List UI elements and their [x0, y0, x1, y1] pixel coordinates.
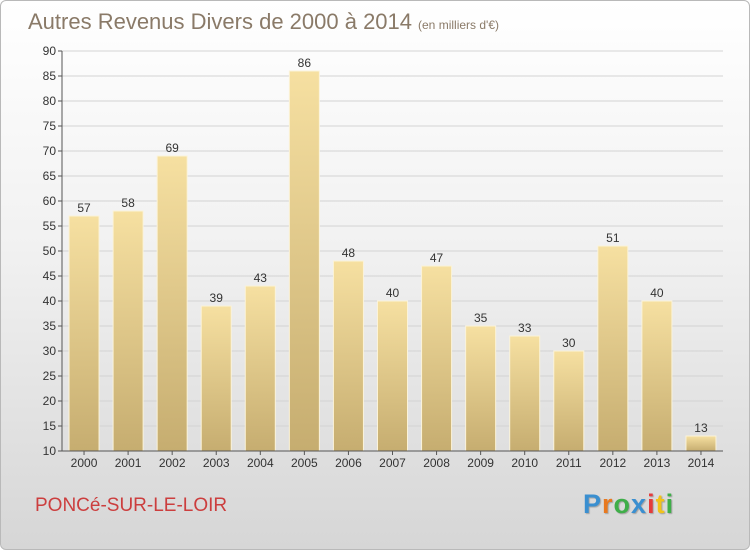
logo-letter: i: [665, 489, 675, 519]
x-tick-label: 2014: [688, 456, 715, 470]
x-tick-label: 2006: [335, 456, 362, 470]
logo-letter: x: [631, 489, 648, 519]
x-tick-label: 2013: [644, 456, 671, 470]
data-label: 69: [165, 141, 179, 155]
bar: [685, 435, 717, 452]
bars: 57 58 69 39 43 86 48 40 47 35 33 30 51 40 13: [68, 56, 717, 452]
bar: [509, 335, 541, 452]
data-label: 40: [386, 286, 400, 300]
chart-subtitle: (en milliers d'€): [418, 18, 499, 32]
bar: [112, 210, 144, 452]
y-tick-label: 90: [43, 44, 57, 58]
y-tick-label: 30: [43, 344, 57, 358]
bar: [156, 155, 188, 452]
axes: 10 15 20 25 30 35 40 45 50 55 60 65 70 75 80 85 90 2000 20…: [43, 44, 723, 470]
y-tick-label: 50: [43, 244, 57, 258]
y-tick-label: 10: [43, 444, 57, 458]
x-tick-label: 2004: [247, 456, 274, 470]
data-label: 48: [342, 246, 356, 260]
y-tick-label: 25: [43, 369, 57, 383]
x-tick-label: 2008: [423, 456, 450, 470]
x-tick-label: 2000: [71, 456, 98, 470]
y-tick-label: 20: [43, 394, 57, 408]
y-tick-label: 45: [43, 269, 57, 283]
logo-letter: o: [613, 489, 632, 519]
commune-name: PONCé-SUR-LE-LOIR: [35, 495, 228, 516]
y-tick-label: 70: [43, 144, 57, 158]
y-tick-label: 75: [43, 119, 57, 133]
data-label: 57: [77, 201, 91, 215]
bar: [597, 245, 629, 452]
bar: [377, 300, 408, 452]
x-tick-label: 2012: [599, 456, 626, 470]
x-tick-label: 2005: [291, 456, 318, 470]
logo-letter: r: [602, 489, 614, 519]
logo-letter: i: [647, 489, 656, 519]
bar: [465, 325, 497, 452]
x-tick-label: 2001: [115, 456, 142, 470]
y-tick-label: 85: [43, 69, 57, 83]
chart-title: Autres Revenus Divers de 2000 à 2014 (en …: [28, 9, 499, 35]
bar: [288, 70, 320, 452]
y-tick-label: 80: [43, 94, 57, 108]
x-tick-label: 2011: [556, 456, 582, 470]
data-label: 43: [254, 271, 268, 285]
bar: [68, 215, 100, 452]
x-tick-label: 2009: [467, 456, 494, 470]
data-label: 86: [298, 56, 312, 70]
y-tick-label: 15: [43, 419, 57, 433]
y-tick-label: 55: [43, 219, 57, 233]
bar: [332, 260, 364, 452]
y-tick-label: 60: [43, 194, 57, 208]
data-label: 51: [606, 231, 620, 245]
data-label: 58: [121, 196, 135, 210]
bar: [641, 300, 673, 452]
x-tick-label: 2003: [203, 456, 230, 470]
bar: [200, 305, 232, 452]
chart-title-text: Autres Revenus Divers de 2000 à 2014: [28, 9, 413, 34]
data-label: 35: [474, 311, 488, 325]
logo-letter: t: [655, 489, 666, 519]
bar: [553, 350, 585, 452]
y-tick-label: 65: [43, 169, 57, 183]
data-label: 39: [210, 291, 224, 305]
y-tick-label: 40: [43, 294, 57, 308]
y-tick-label: 35: [43, 319, 57, 333]
data-label: 13: [694, 421, 708, 435]
data-label: 47: [430, 251, 444, 265]
x-tick-label: 2010: [511, 456, 538, 470]
proxiti-logo: Proxiti: [583, 489, 674, 520]
data-label: 33: [518, 321, 532, 335]
x-tick-label: 2002: [159, 456, 186, 470]
x-tick-label: 2007: [379, 456, 406, 470]
bar: [244, 285, 276, 452]
data-label: 30: [562, 336, 576, 350]
bar: [421, 265, 453, 452]
data-label: 40: [650, 286, 664, 300]
logo-letter: P: [583, 489, 603, 519]
